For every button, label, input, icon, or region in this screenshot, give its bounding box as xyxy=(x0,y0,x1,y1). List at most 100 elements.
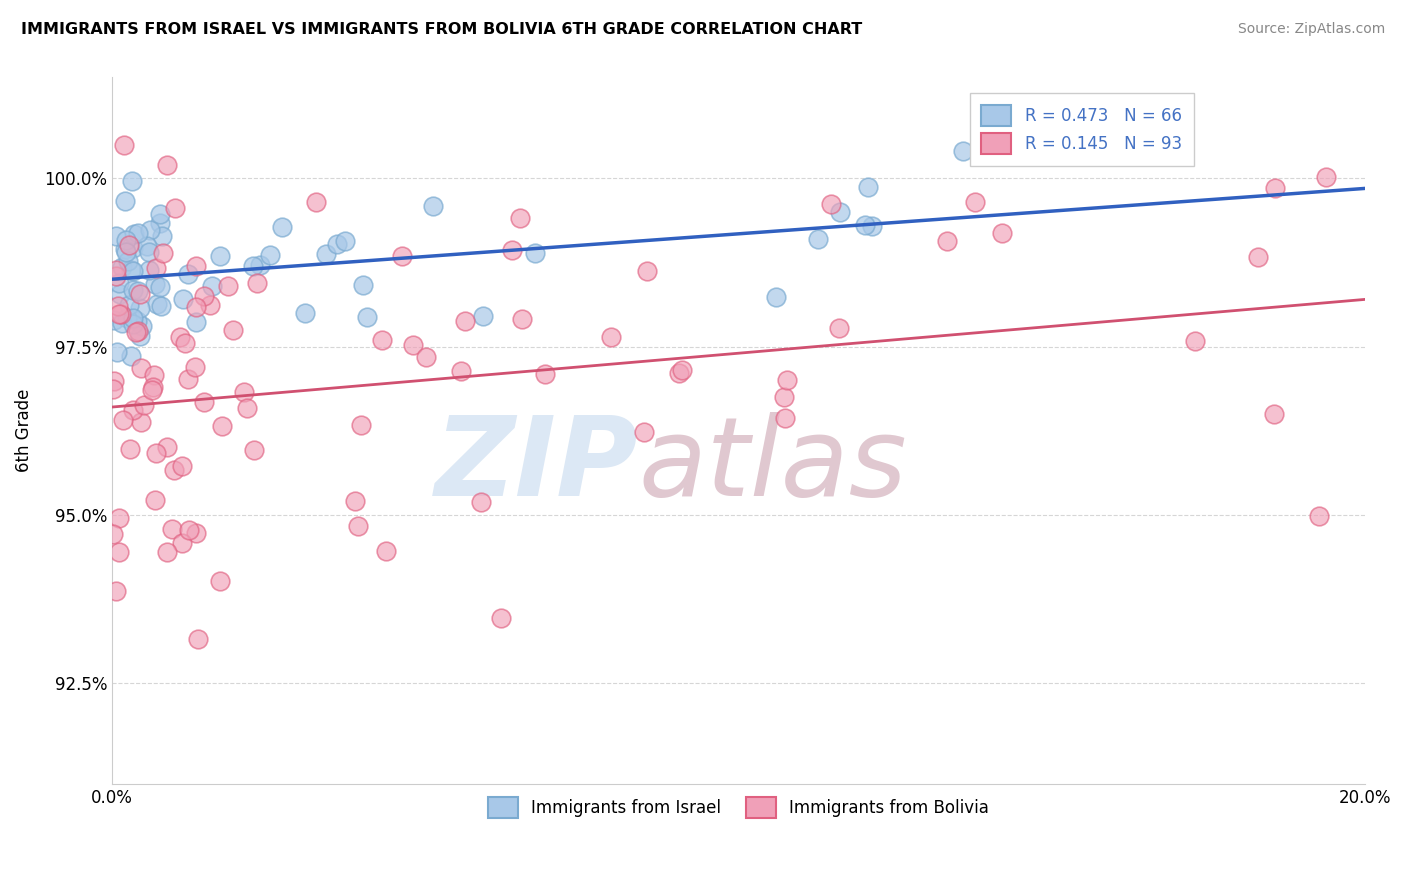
Point xyxy=(103,382,125,396)
Point xyxy=(201,279,224,293)
Point xyxy=(221,323,243,337)
Point xyxy=(510,311,533,326)
Point xyxy=(141,384,163,398)
Point xyxy=(114,242,136,256)
Point xyxy=(853,218,876,232)
Point xyxy=(150,229,173,244)
Point xyxy=(105,584,128,599)
Point xyxy=(200,297,222,311)
Text: IMMIGRANTS FROM ISRAEL VS IMMIGRANTS FROM BOLIVIA 6TH GRADE CORRELATION CHART: IMMIGRANTS FROM ISRAEL VS IMMIGRANTS FRO… xyxy=(21,22,862,37)
Point xyxy=(860,219,883,234)
Point xyxy=(143,492,166,507)
Point xyxy=(122,263,145,277)
Point xyxy=(149,216,172,230)
Point xyxy=(121,241,143,255)
Point xyxy=(294,306,316,320)
Point xyxy=(356,310,378,324)
Point xyxy=(820,197,842,211)
Point xyxy=(1308,509,1330,524)
Point xyxy=(112,413,135,427)
Point xyxy=(371,333,394,347)
Point xyxy=(636,263,658,277)
Point xyxy=(773,411,796,425)
Point xyxy=(242,259,264,273)
Text: Source: ZipAtlas.com: Source: ZipAtlas.com xyxy=(1237,22,1385,37)
Point xyxy=(114,194,136,208)
Point xyxy=(193,288,215,302)
Point xyxy=(772,390,794,404)
Point xyxy=(108,544,131,558)
Point xyxy=(350,418,373,433)
Point xyxy=(217,279,239,293)
Point xyxy=(108,510,131,524)
Point xyxy=(149,206,172,220)
Point xyxy=(115,311,138,326)
Point xyxy=(963,194,986,209)
Point xyxy=(1263,407,1285,421)
Point xyxy=(121,310,143,325)
Point xyxy=(990,227,1012,241)
Point xyxy=(120,442,142,457)
Text: ZIP: ZIP xyxy=(434,412,638,519)
Point xyxy=(145,261,167,276)
Point xyxy=(150,299,173,313)
Point xyxy=(129,301,152,315)
Point xyxy=(1247,250,1270,264)
Point xyxy=(828,321,851,335)
Legend: Immigrants from Israel, Immigrants from Bolivia: Immigrants from Israel, Immigrants from … xyxy=(481,790,995,825)
Point xyxy=(105,269,128,284)
Point xyxy=(138,263,160,277)
Point xyxy=(970,145,993,159)
Point xyxy=(671,363,693,377)
Point xyxy=(115,244,138,259)
Point xyxy=(121,174,143,188)
Point xyxy=(807,232,830,246)
Point xyxy=(315,247,337,261)
Point xyxy=(184,315,207,329)
Point xyxy=(117,253,139,268)
Point xyxy=(105,263,128,277)
Point xyxy=(170,459,193,474)
Point xyxy=(633,425,655,439)
Point xyxy=(184,259,207,273)
Point xyxy=(125,325,148,339)
Point xyxy=(856,179,879,194)
Point xyxy=(112,137,135,152)
Point xyxy=(1315,169,1337,184)
Point xyxy=(1184,334,1206,348)
Point xyxy=(160,523,183,537)
Point xyxy=(391,249,413,263)
Point xyxy=(249,258,271,272)
Point xyxy=(136,239,159,253)
Point xyxy=(127,227,149,241)
Point xyxy=(186,526,208,541)
Point xyxy=(304,194,326,209)
Point xyxy=(142,379,165,393)
Point xyxy=(453,314,475,328)
Point xyxy=(952,145,974,159)
Point xyxy=(127,284,149,298)
Point xyxy=(245,276,267,290)
Point xyxy=(172,292,194,306)
Point xyxy=(108,277,131,291)
Point xyxy=(163,463,186,477)
Point xyxy=(111,260,134,274)
Point xyxy=(129,360,152,375)
Point xyxy=(173,336,195,351)
Point xyxy=(156,544,179,558)
Point xyxy=(145,277,167,292)
Point xyxy=(209,249,232,263)
Point xyxy=(422,199,444,213)
Point xyxy=(120,263,142,277)
Point xyxy=(110,307,132,321)
Point xyxy=(489,611,512,625)
Point xyxy=(353,277,375,292)
Point xyxy=(125,314,148,328)
Point xyxy=(208,574,231,588)
Point xyxy=(401,337,423,351)
Point xyxy=(121,402,143,417)
Point xyxy=(472,310,495,324)
Point xyxy=(509,211,531,226)
Point xyxy=(156,440,179,454)
Point xyxy=(374,543,396,558)
